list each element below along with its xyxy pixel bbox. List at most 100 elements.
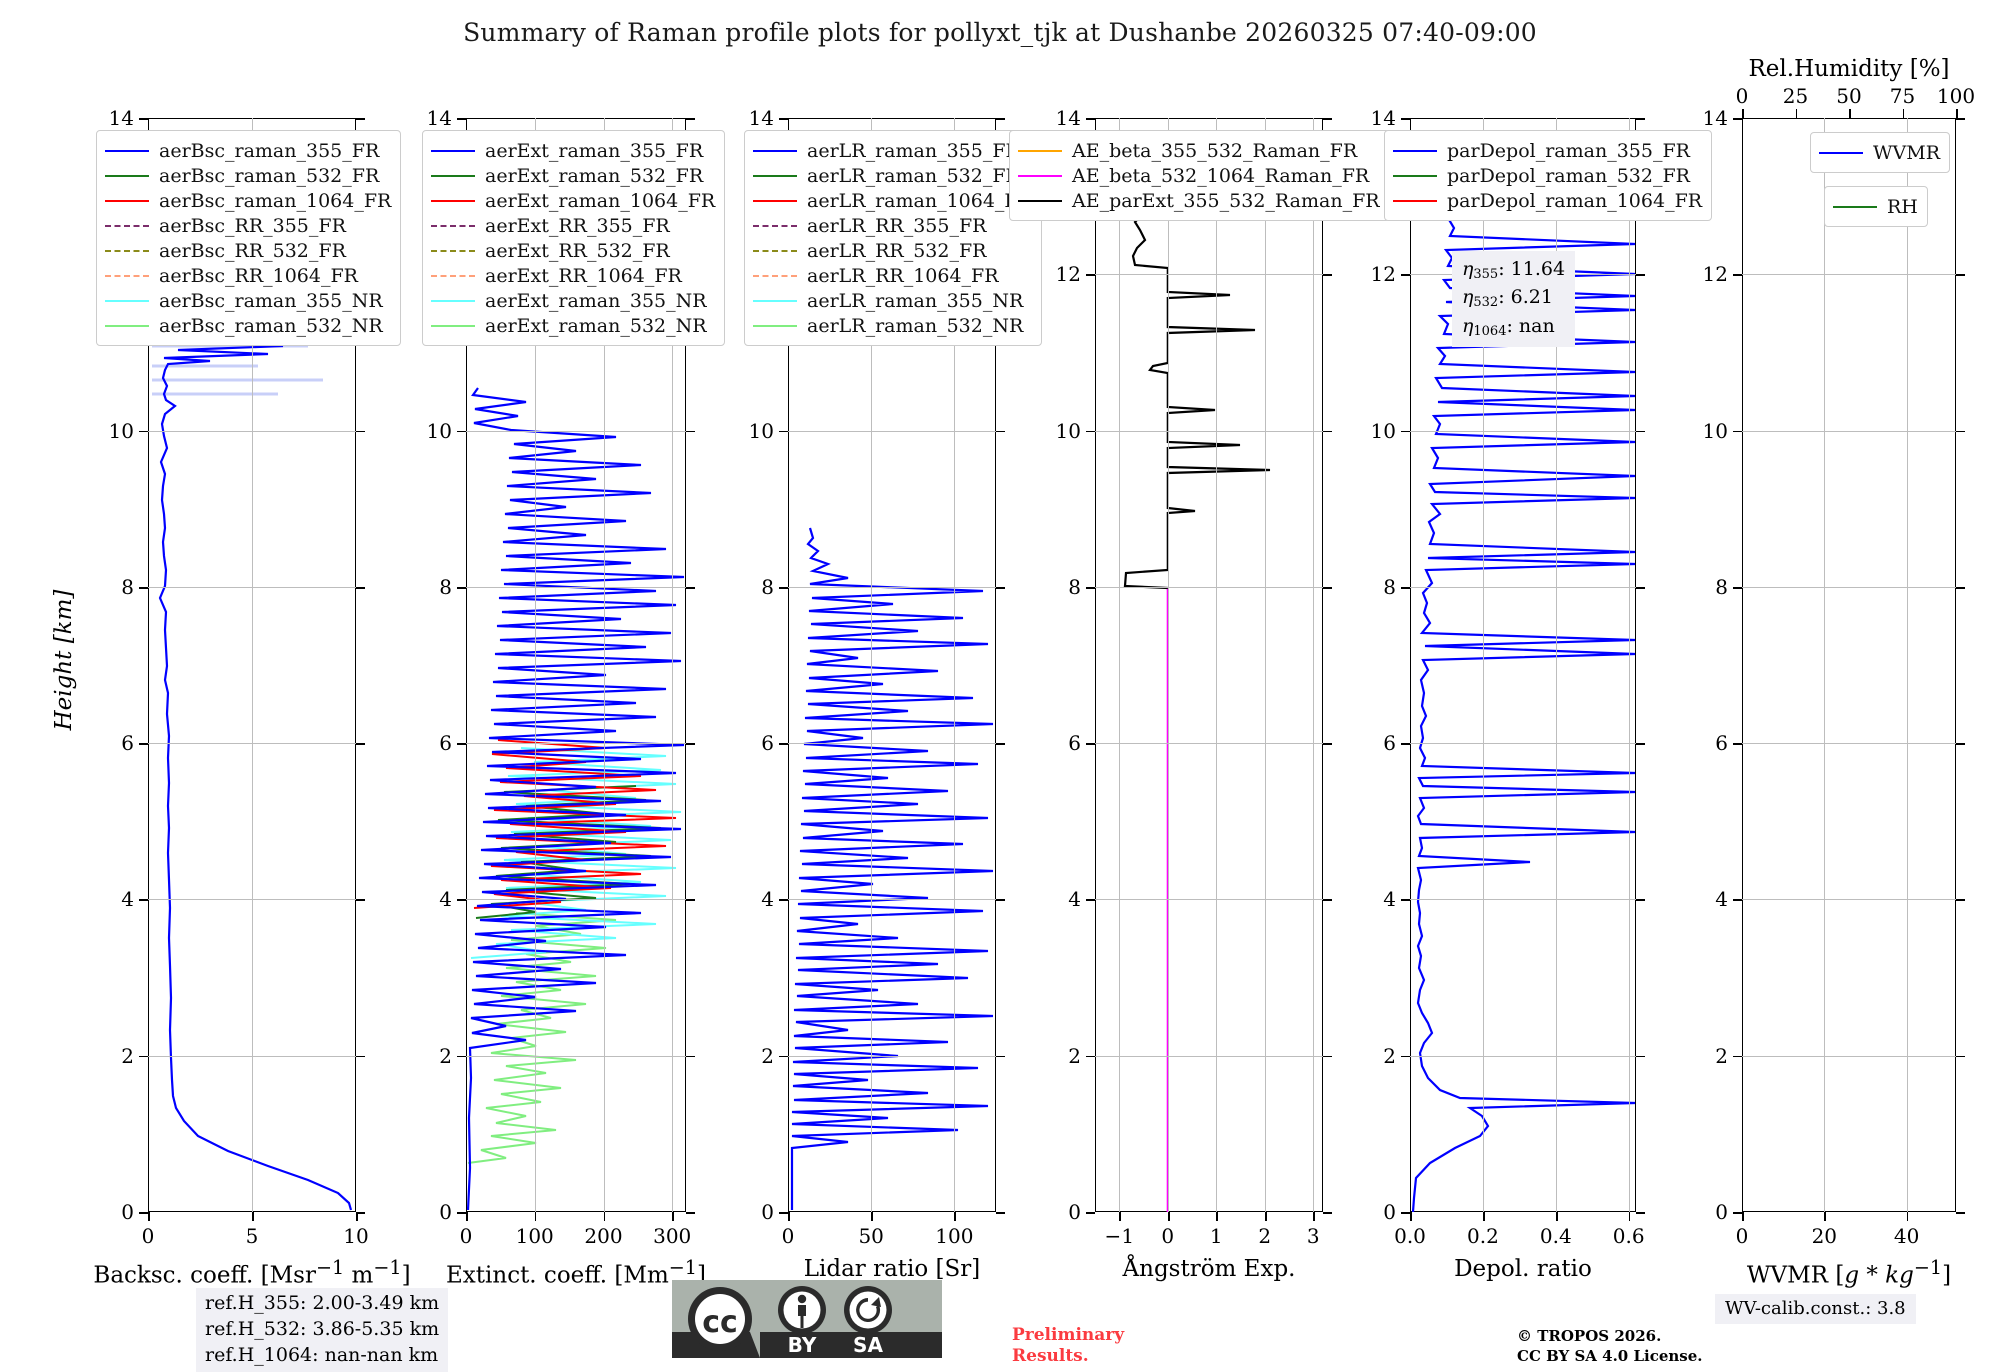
legend-swatch-aerlr-rr-355-fr bbox=[753, 224, 797, 227]
copyright-note: © TROPOS 2026. CC BY SA 4.0 License. bbox=[1517, 1327, 1703, 1366]
legend-item[interactable]: aerBsc_RR_532_FR bbox=[105, 238, 391, 263]
legend-angstrom[interactable]: AE_beta_355_532_Raman_FR AE_beta_532_106… bbox=[1009, 130, 1390, 221]
legend-item[interactable]: AE_beta_532_1064_Raman_FR bbox=[1018, 163, 1380, 188]
legend-item[interactable]: aerLR_RR_532_FR bbox=[753, 238, 1032, 263]
legend-extinction[interactable]: aerExt_raman_355_FR aerExt_raman_532_FR … bbox=[422, 130, 726, 346]
legend-item[interactable]: aerExt_raman_532_NR bbox=[431, 313, 715, 338]
ytick-0: 0 bbox=[439, 1200, 452, 1224]
x-axis-label-backscatter: Backsc. coeff. [Msr−1 m−1] bbox=[93, 1256, 411, 1289]
ytick-6: 6 bbox=[1715, 731, 1728, 756]
ytick-10: 10 bbox=[108, 418, 134, 443]
legend-item[interactable]: aerBsc_RR_1064_FR bbox=[105, 263, 391, 288]
legend-item[interactable]: AE_parExt_355_532_Raman_FR bbox=[1018, 188, 1380, 213]
legend-item[interactable]: AE_beta_355_532_Raman_FR bbox=[1018, 138, 1380, 163]
legend-swatch-aerlr-raman-532-fr bbox=[753, 174, 797, 177]
xtick-wvmr-0: 0 bbox=[1735, 1224, 1749, 1248]
legend-item[interactable]: aerExt_raman_1064_FR bbox=[431, 188, 715, 213]
legend-swatch-aerbsc-raman-532-nr bbox=[105, 324, 149, 327]
xtick-bsc-10: 10 bbox=[343, 1224, 369, 1248]
legend-label: parDepol_raman_355_FR bbox=[1447, 139, 1690, 162]
ytick-4: 4 bbox=[121, 887, 134, 912]
ytick-14: 14 bbox=[1702, 106, 1728, 130]
legend-item[interactable]: aerExt_RR_532_FR bbox=[431, 238, 715, 263]
legend-wvmr[interactable]: WVMR bbox=[1810, 132, 1951, 173]
legend-item[interactable]: aerBsc_raman_532_NR bbox=[105, 313, 391, 338]
legend-item[interactable]: parDepol_raman_532_FR bbox=[1393, 163, 1702, 188]
legend-swatch-aerext-rr-355-fr bbox=[431, 224, 475, 227]
eta-532-value: : 6.21 bbox=[1498, 286, 1553, 309]
legend-swatch-aerlr-raman-532-nr bbox=[753, 324, 797, 327]
copyright-line-2: CC BY SA 4.0 License. bbox=[1517, 1346, 1703, 1365]
legend-item[interactable]: parDepol_raman_1064_FR bbox=[1393, 188, 1702, 213]
legend-swatch-aerbsc-rr-1064-fr bbox=[105, 274, 149, 277]
legend-item[interactable]: aerLR_RR_355_FR bbox=[753, 213, 1032, 238]
curves-depol-ratio bbox=[1411, 187, 1636, 1212]
legend-item[interactable]: aerBsc_raman_532_FR bbox=[105, 163, 391, 188]
legend-swatch-aerext-raman-532-nr bbox=[431, 324, 475, 327]
eta-annotation-box: η355: 11.64 η532: 6.21 η1064: nan bbox=[1452, 251, 1576, 348]
legend-backscatter[interactable]: aerBsc_raman_355_FR aerBsc_raman_532_FR … bbox=[96, 130, 402, 346]
legend-item[interactable]: aerBsc_raman_355_NR bbox=[105, 288, 391, 313]
panel-wvmr: 14 12 10 8 6 4 2 0 0 20 40 WVMR [g * kg−… bbox=[1703, 56, 1976, 1289]
legend-item[interactable]: RH bbox=[1833, 194, 1918, 219]
ytick-8: 8 bbox=[1383, 574, 1396, 599]
legend-item[interactable]: aerExt_RR_355_FR bbox=[431, 213, 715, 238]
wv-calibration-constant-box: WV-calib.const.: 3.8 bbox=[1715, 1294, 1916, 1324]
plot-area-wvmr bbox=[1742, 118, 1956, 1212]
ytick-2: 2 bbox=[439, 1043, 452, 1068]
legend-rh[interactable]: RH bbox=[1824, 186, 1928, 227]
ytick-4: 4 bbox=[1068, 887, 1081, 912]
legend-item[interactable]: aerLR_raman_355_NR bbox=[753, 288, 1032, 313]
eta-532-subscript: 532 bbox=[1473, 295, 1499, 311]
xtick-depol-02: 0.2 bbox=[1466, 1224, 1499, 1248]
legend-item[interactable]: parDepol_raman_355_FR bbox=[1393, 138, 1702, 163]
ytick-0: 0 bbox=[1383, 1200, 1396, 1224]
legend-item[interactable]: aerLR_raman_355_FR bbox=[753, 138, 1032, 163]
ytick-14: 14 bbox=[1055, 106, 1081, 130]
xtick-ae-3: 3 bbox=[1306, 1224, 1320, 1248]
legend-item[interactable]: aerExt_raman_355_NR bbox=[431, 288, 715, 313]
preliminary-results-note: Preliminary Results. bbox=[1012, 1325, 1124, 1366]
xtick-depol-06: 0.6 bbox=[1612, 1224, 1645, 1248]
xtick-ae-0: 0 bbox=[1161, 1224, 1175, 1248]
xtick-lr-50: 50 bbox=[858, 1224, 884, 1248]
curves-extinction bbox=[466, 387, 685, 1211]
legend-item[interactable]: aerLR_raman_1064_FR bbox=[753, 188, 1032, 213]
sa-share-alike-icon bbox=[844, 1286, 892, 1334]
xtick-lr-0: 0 bbox=[781, 1224, 795, 1248]
legend-item[interactable]: aerLR_raman_532_FR bbox=[753, 163, 1032, 188]
xtick-ext-100: 100 bbox=[515, 1224, 554, 1248]
panel-extinction: 14 12 10 8 6 4 2 0 0 100 200 300 Extinct… bbox=[422, 106, 726, 1289]
legend-depol-ratio[interactable]: parDepol_raman_355_FR parDepol_raman_532… bbox=[1384, 130, 1713, 221]
legend-item[interactable]: aerLR_raman_532_NR bbox=[753, 313, 1032, 338]
legend-item[interactable]: aerExt_RR_1064_FR bbox=[431, 263, 715, 288]
reference-height-box: ref.H_355: 2.00-3.49 km ref.H_532: 3.86-… bbox=[196, 1288, 449, 1372]
legend-item[interactable]: aerExt_raman_532_FR bbox=[431, 163, 715, 188]
legend-label: aerExt_raman_355_FR bbox=[485, 139, 704, 162]
legend-item[interactable]: aerBsc_RR_355_FR bbox=[105, 213, 391, 238]
legend-item[interactable]: aerExt_raman_355_FR bbox=[431, 138, 715, 163]
panel-angstrom: 14 12 10 8 6 4 2 0 −1 0 1 2 3 Ångström E… bbox=[1009, 106, 1390, 1282]
legend-swatch-aerlr-raman-1064-fr bbox=[753, 199, 797, 202]
legend-label: aerBsc_RR_1064_FR bbox=[159, 264, 358, 287]
legend-swatch-ae-beta-532-1064 bbox=[1018, 174, 1062, 177]
xtick-ae-minus1: −1 bbox=[1104, 1224, 1135, 1248]
xtick-ae-2: 2 bbox=[1258, 1224, 1272, 1248]
legend-item[interactable]: aerBsc_raman_355_FR bbox=[105, 138, 391, 163]
legend-label: aerExt_raman_532_FR bbox=[485, 164, 704, 187]
legend-item[interactable]: WVMR bbox=[1819, 140, 1940, 165]
legend-swatch-aerext-raman-355-nr bbox=[431, 299, 475, 302]
legend-item[interactable]: aerLR_RR_1064_FR bbox=[753, 263, 1032, 288]
ytick-4: 4 bbox=[761, 887, 774, 912]
ytick-0: 0 bbox=[121, 1200, 134, 1224]
top-axis-label-rel-humidity: Rel.Humidity [%] bbox=[1748, 56, 1950, 82]
legend-swatch-aerbsc-rr-532-fr bbox=[105, 249, 149, 252]
legend-swatch-aerext-raman-1064-fr bbox=[431, 199, 475, 202]
legend-swatch-rh bbox=[1833, 205, 1877, 208]
legend-item[interactable]: aerBsc_raman_1064_FR bbox=[105, 188, 391, 213]
xtick-depol-04: 0.4 bbox=[1539, 1224, 1572, 1248]
legend-swatch-wvmr bbox=[1819, 151, 1863, 154]
legend-lidar-ratio[interactable]: aerLR_raman_355_FR aerLR_raman_532_FR ae… bbox=[744, 130, 1042, 346]
ytick-4: 4 bbox=[439, 887, 452, 912]
legend-swatch-aerext-raman-355-fr bbox=[431, 149, 475, 152]
